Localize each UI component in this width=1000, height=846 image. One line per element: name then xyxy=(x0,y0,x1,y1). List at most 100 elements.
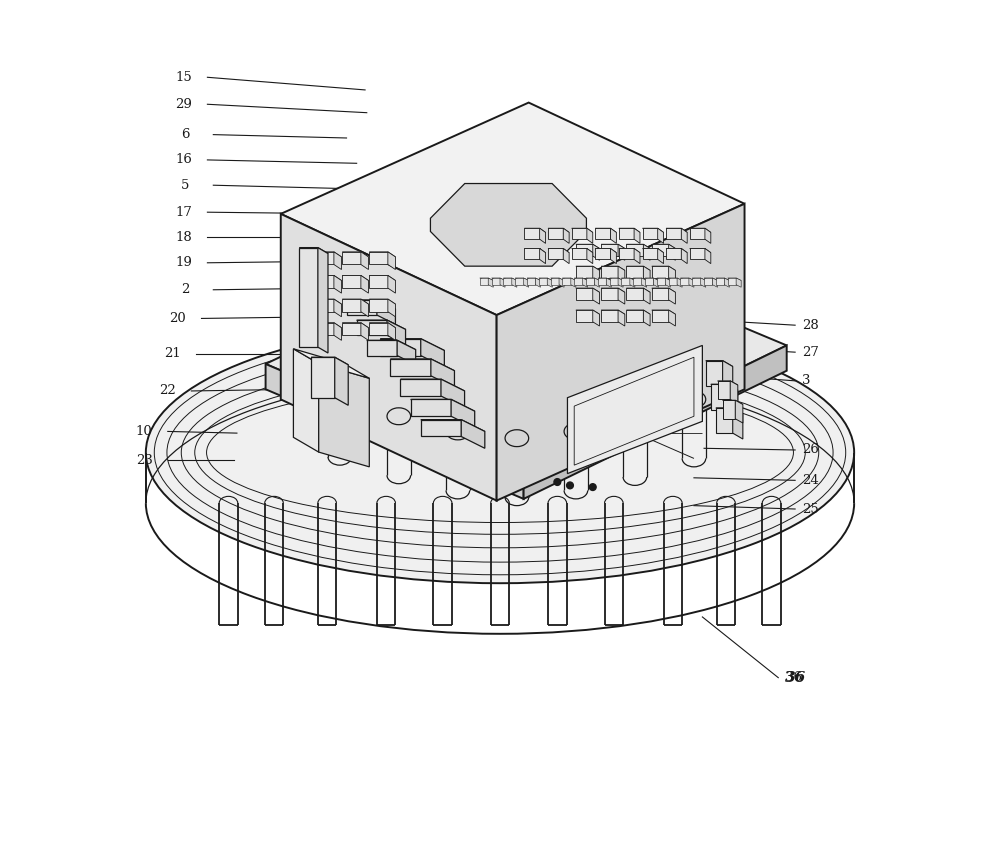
Polygon shape xyxy=(601,244,618,256)
Polygon shape xyxy=(680,278,694,281)
Text: 15: 15 xyxy=(175,71,192,84)
Polygon shape xyxy=(524,228,540,239)
Polygon shape xyxy=(574,278,588,281)
Polygon shape xyxy=(361,276,368,294)
Polygon shape xyxy=(601,244,625,249)
Polygon shape xyxy=(539,278,547,285)
Polygon shape xyxy=(369,276,388,288)
Polygon shape xyxy=(388,252,395,270)
Polygon shape xyxy=(692,278,706,281)
Polygon shape xyxy=(595,228,616,233)
Polygon shape xyxy=(293,349,319,452)
Polygon shape xyxy=(652,266,675,271)
Polygon shape xyxy=(711,384,738,390)
Text: 21: 21 xyxy=(164,348,181,360)
Polygon shape xyxy=(634,249,640,264)
Polygon shape xyxy=(576,244,600,249)
Polygon shape xyxy=(593,310,600,326)
Polygon shape xyxy=(690,249,711,253)
Polygon shape xyxy=(377,299,395,324)
Polygon shape xyxy=(390,359,431,376)
Polygon shape xyxy=(315,322,334,335)
Polygon shape xyxy=(387,320,406,344)
Circle shape xyxy=(567,482,573,489)
Polygon shape xyxy=(645,278,653,285)
Polygon shape xyxy=(642,278,647,288)
Polygon shape xyxy=(619,228,640,233)
Polygon shape xyxy=(480,278,493,281)
Circle shape xyxy=(554,479,561,486)
Polygon shape xyxy=(334,276,341,294)
Polygon shape xyxy=(626,244,643,256)
Text: 2: 2 xyxy=(181,283,190,296)
Polygon shape xyxy=(704,278,718,281)
Polygon shape xyxy=(524,249,540,260)
Ellipse shape xyxy=(146,321,854,583)
Polygon shape xyxy=(576,288,600,293)
Polygon shape xyxy=(342,276,361,288)
Polygon shape xyxy=(559,278,564,288)
Text: 10: 10 xyxy=(136,425,152,438)
Polygon shape xyxy=(315,322,341,327)
Polygon shape xyxy=(618,266,625,283)
Polygon shape xyxy=(497,204,745,501)
Polygon shape xyxy=(716,278,724,285)
Text: 6: 6 xyxy=(181,128,190,141)
Polygon shape xyxy=(342,322,368,327)
Polygon shape xyxy=(593,266,600,283)
Polygon shape xyxy=(563,249,569,264)
Polygon shape xyxy=(315,252,334,265)
Polygon shape xyxy=(572,228,593,233)
Polygon shape xyxy=(431,359,454,387)
Polygon shape xyxy=(548,228,569,233)
Polygon shape xyxy=(361,299,368,316)
Polygon shape xyxy=(735,400,743,423)
Polygon shape xyxy=(601,266,618,278)
Polygon shape xyxy=(380,338,421,355)
Polygon shape xyxy=(669,266,675,283)
Polygon shape xyxy=(665,278,670,288)
Polygon shape xyxy=(319,364,369,467)
Polygon shape xyxy=(527,278,535,285)
Polygon shape xyxy=(724,278,729,288)
Polygon shape xyxy=(512,278,517,288)
Polygon shape xyxy=(361,252,368,270)
Polygon shape xyxy=(598,278,606,285)
Text: 23: 23 xyxy=(136,453,153,467)
Polygon shape xyxy=(718,381,738,385)
Polygon shape xyxy=(652,310,669,321)
Polygon shape xyxy=(652,244,675,249)
Polygon shape xyxy=(492,278,505,281)
Text: 16: 16 xyxy=(175,153,192,167)
Polygon shape xyxy=(681,249,687,264)
Polygon shape xyxy=(567,345,702,474)
Polygon shape xyxy=(369,276,395,281)
Polygon shape xyxy=(576,288,593,299)
Polygon shape xyxy=(601,288,625,293)
Polygon shape xyxy=(595,249,610,260)
Polygon shape xyxy=(503,278,517,281)
Polygon shape xyxy=(706,360,723,386)
Polygon shape xyxy=(347,299,395,309)
Polygon shape xyxy=(716,278,729,281)
Polygon shape xyxy=(626,244,650,249)
Polygon shape xyxy=(524,345,787,499)
Polygon shape xyxy=(369,299,388,311)
Polygon shape xyxy=(692,278,701,285)
Polygon shape xyxy=(400,379,441,396)
Polygon shape xyxy=(728,384,738,415)
Polygon shape xyxy=(488,278,493,288)
Polygon shape xyxy=(643,228,664,233)
Polygon shape xyxy=(342,299,361,311)
Polygon shape xyxy=(551,278,564,281)
Text: 17: 17 xyxy=(175,206,192,219)
Polygon shape xyxy=(390,359,454,371)
Text: 24: 24 xyxy=(802,474,819,486)
Polygon shape xyxy=(369,322,395,327)
Polygon shape xyxy=(576,310,600,314)
Polygon shape xyxy=(666,249,687,253)
Polygon shape xyxy=(563,228,569,244)
Polygon shape xyxy=(266,238,787,474)
Text: 36: 36 xyxy=(785,671,802,684)
Polygon shape xyxy=(548,228,563,239)
